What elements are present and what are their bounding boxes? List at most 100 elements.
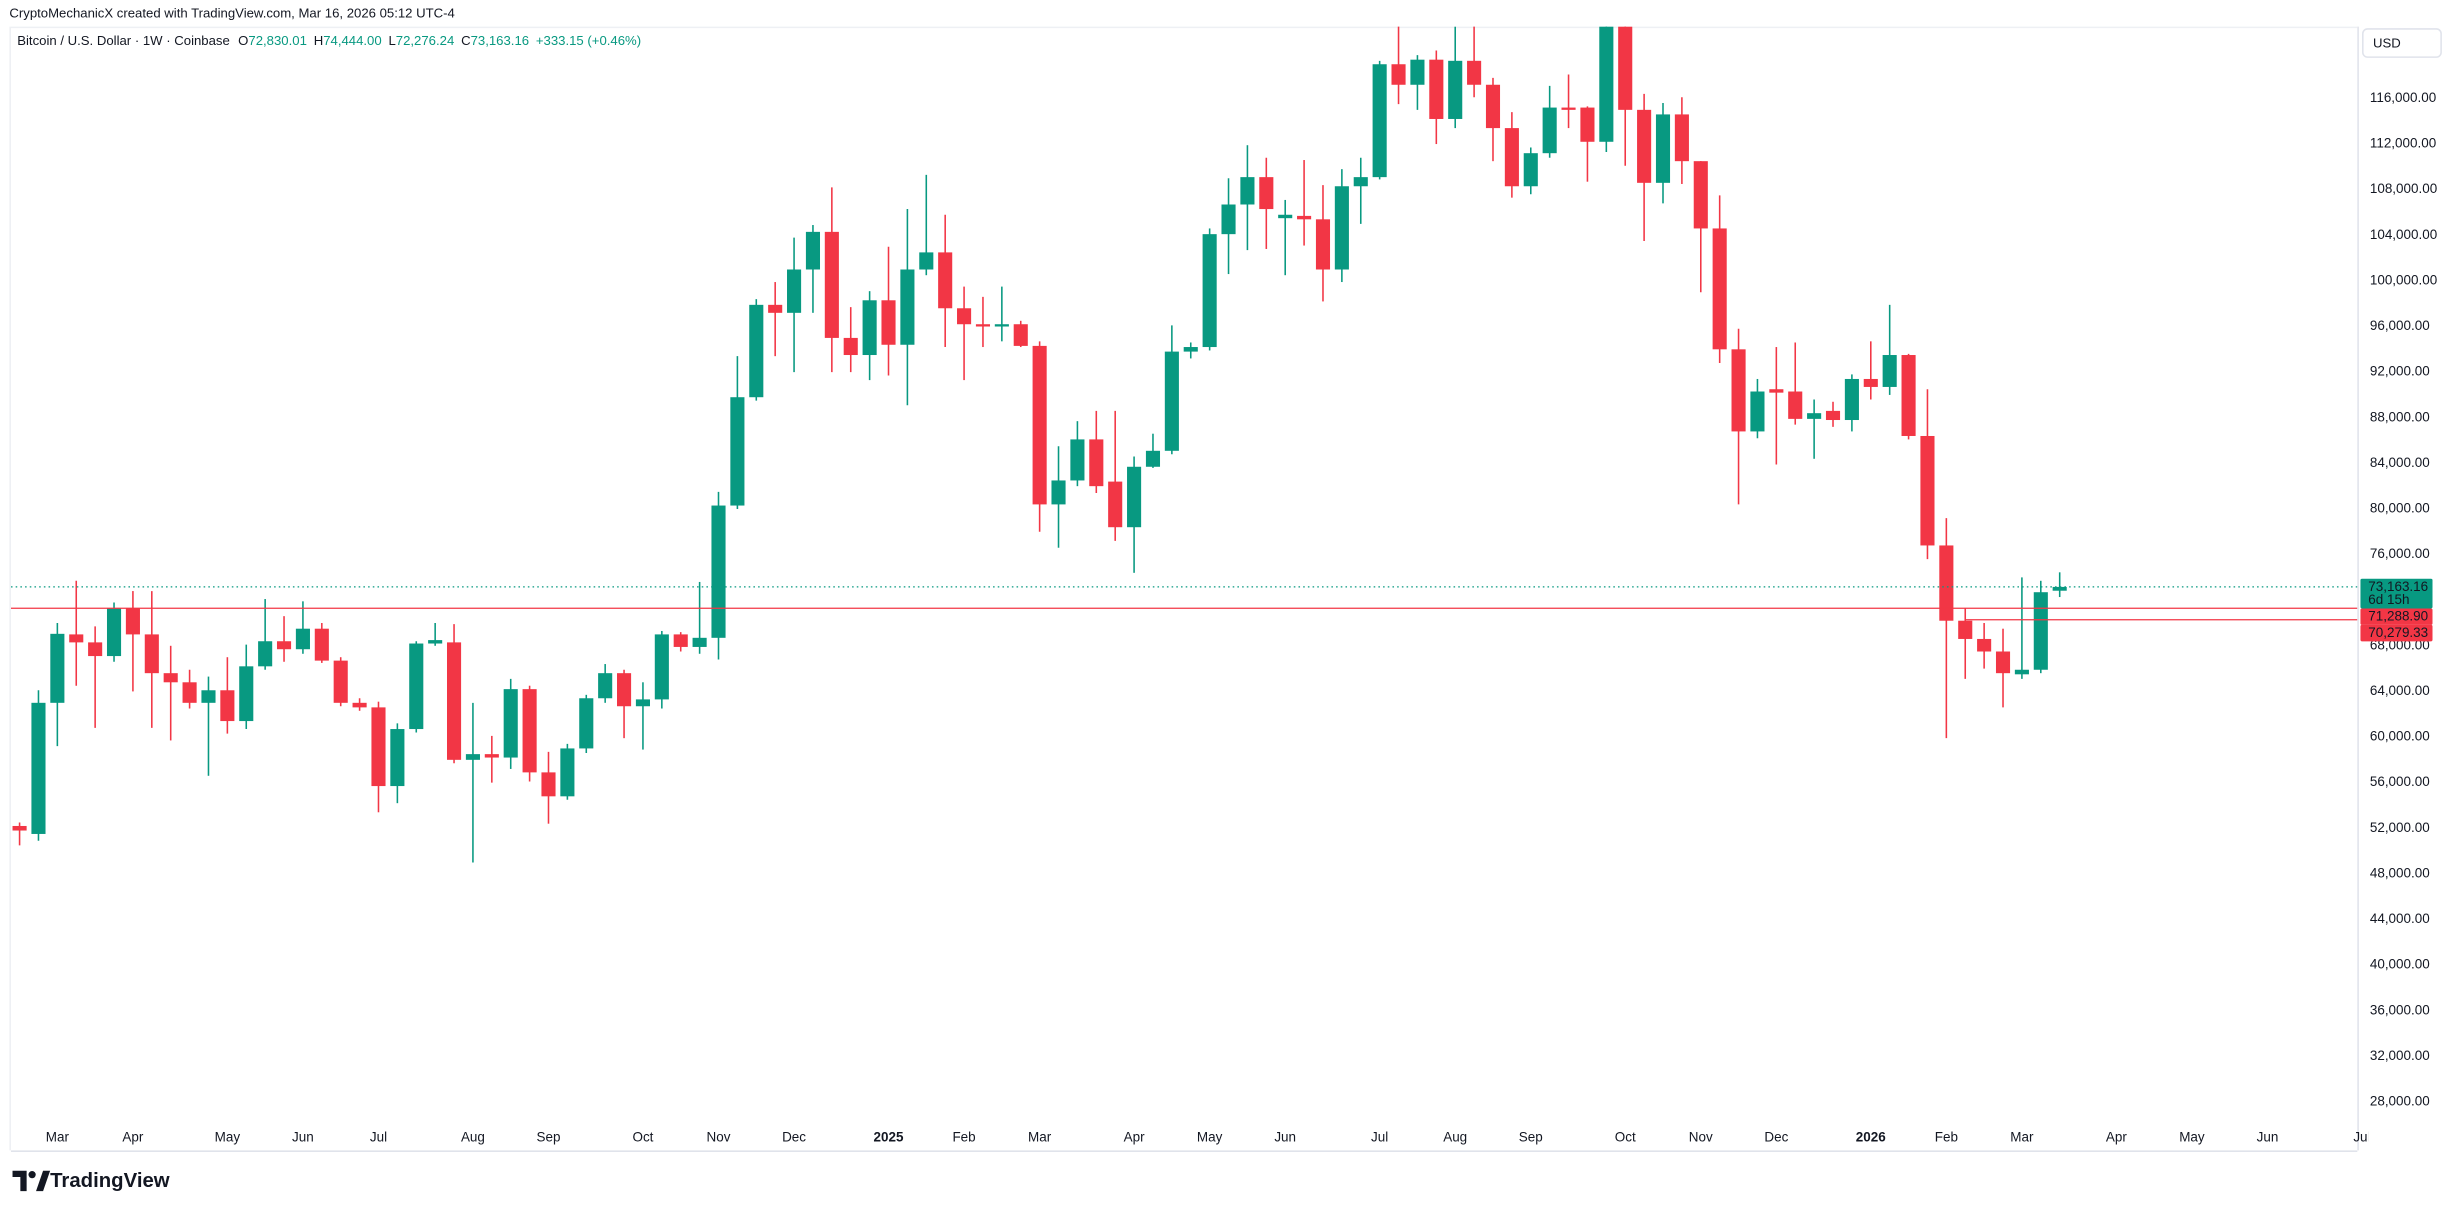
candle-body: [768, 304, 783, 313]
currency-button[interactable]: [2362, 28, 2442, 58]
candle-body: [1825, 410, 1841, 421]
candle-body: [1977, 638, 1992, 652]
x-tick-label: May: [2179, 1129, 2205, 1144]
x-tick-label: Nov: [707, 1129, 731, 1144]
candle-body: [1693, 161, 1708, 229]
candle-body: [1750, 391, 1765, 432]
candle-body: [843, 337, 858, 356]
candle-body: [1542, 107, 1557, 154]
candle-body: [1183, 347, 1198, 352]
x-tick-label: May: [215, 1129, 241, 1144]
y-tick-label: 112,000.00: [2370, 136, 2436, 151]
candle-body: [975, 324, 991, 327]
attribution: CryptoMechanicX created with TradingView…: [9, 6, 454, 21]
y-tick-label: 84,000.00: [2370, 455, 2430, 470]
logo: TradingView: [12, 1170, 170, 1192]
candle-body: [1202, 234, 1217, 348]
candle-body: [31, 702, 46, 834]
candle-body: [1278, 214, 1293, 219]
candle-body: [1580, 107, 1595, 142]
candle-body: [1127, 466, 1142, 528]
plot-area: [10, 26, 2358, 863]
candle-body: [88, 642, 103, 657]
currency[interactable]: USD: [2373, 35, 2401, 50]
y-tick-label: 80,000.00: [2370, 501, 2430, 516]
y-tick-label: 108,000.00: [2370, 181, 2437, 196]
candle-body: [560, 748, 575, 797]
candle-body: [2014, 669, 2029, 675]
change: +333.15 (+0.46%): [536, 34, 641, 49]
candle-body: [787, 269, 802, 313]
x-tick-label: Mar: [46, 1129, 70, 1144]
candle-body: [900, 269, 915, 345]
candle-body: [1731, 349, 1746, 432]
candle-body: [239, 666, 254, 722]
candle-body: [957, 308, 972, 325]
candle-body: [1391, 64, 1406, 85]
x-tick-label: Jun: [1274, 1129, 1296, 1144]
candle-body: [1674, 114, 1689, 162]
x-tick-label: Jul: [1371, 1129, 1388, 1144]
x-tick-label: Feb: [952, 1129, 975, 1144]
candle-body: [1504, 128, 1519, 187]
candle-body: [428, 640, 443, 644]
y-tick-label: 92,000.00: [2370, 364, 2430, 379]
x-tick-label: Jun: [2257, 1129, 2279, 1144]
candle-body: [711, 505, 726, 638]
candle-body: [1051, 480, 1066, 505]
candle-body: [1070, 439, 1085, 481]
ohlc-key: L: [388, 34, 395, 49]
candle-body: [1882, 355, 1897, 387]
candle-body: [1353, 177, 1368, 187]
candle-body: [1410, 59, 1425, 85]
candle-body: [50, 633, 65, 703]
y-tick-label: 100,000.00: [2370, 272, 2437, 287]
ohlc-value: 72,276.24: [396, 34, 454, 49]
candle-body: [1089, 439, 1104, 487]
candle-body: [1599, 26, 1614, 142]
candle-body: [617, 673, 632, 707]
candle-body: [1788, 391, 1803, 419]
y-tick-label: 88,000.00: [2370, 409, 2430, 424]
ohlc-key: C: [461, 34, 471, 49]
candle-body: [314, 628, 329, 661]
x-tick-label: Mar: [2010, 1129, 2034, 1144]
y-tick-label: 56,000.00: [2370, 774, 2430, 789]
candle-body: [1221, 204, 1236, 235]
candle-body: [69, 634, 84, 643]
candle-body: [106, 608, 122, 657]
candle-body: [201, 690, 216, 703]
candle-body: [295, 628, 310, 650]
candle-body: [1485, 84, 1501, 129]
candle-body: [1108, 481, 1123, 528]
candle-body: [1429, 59, 1444, 119]
x-tick-label: Sep: [537, 1129, 561, 1144]
y-tick-label: 48,000.00: [2370, 865, 2430, 880]
x-axis: Mar Apr May Jun Jul Aug Sep Oct Nov Dec 2025 Feb Mar…: [46, 1129, 2369, 1144]
ohlc-value: 72,830.01: [248, 34, 306, 49]
candle-body: [579, 698, 594, 749]
x-tick-label: Sep: [1519, 1129, 1543, 1144]
candle-body: [1013, 324, 1028, 346]
candle-body: [1637, 109, 1652, 183]
y-tick-label: 36,000.00: [2370, 1002, 2430, 1017]
x-tick-label: Feb: [1935, 1129, 1958, 1144]
candle-body: [182, 682, 197, 703]
candle-body: [465, 754, 480, 760]
candle-body: [994, 324, 1009, 327]
candle-body: [371, 707, 386, 787]
candle-body: [1901, 355, 1916, 436]
candle-body: [1372, 64, 1387, 178]
x-tick-label: 2025: [874, 1129, 904, 1144]
candle-body: [862, 300, 877, 356]
x-tick-label: Jun: [292, 1129, 314, 1144]
candle-body: [1807, 413, 1822, 419]
candle-body: [125, 608, 140, 635]
candle-body: [1863, 378, 1878, 387]
x-tick-label: Oct: [1615, 1129, 1636, 1144]
candle-body: [1315, 219, 1331, 270]
candle-body: [1164, 351, 1179, 451]
x-tick-label: Mar: [1028, 1129, 1052, 1144]
candle-body: [333, 660, 348, 703]
